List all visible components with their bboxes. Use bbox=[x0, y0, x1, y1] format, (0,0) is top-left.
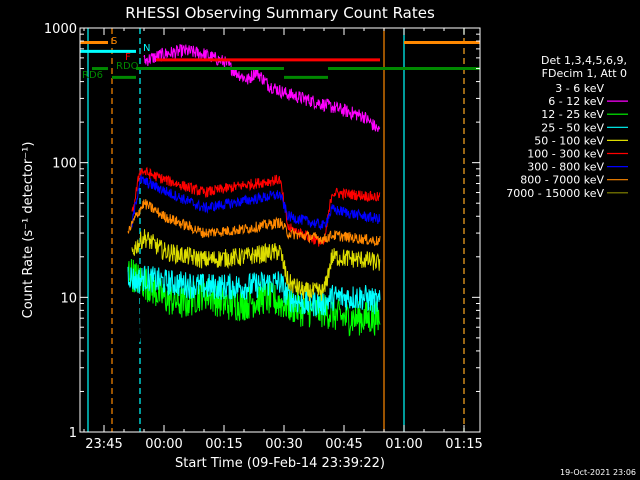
legend-entry-label-4: 50 - 100 keV bbox=[534, 134, 604, 147]
legend-entry-label-7: 800 - 7000 keV bbox=[520, 174, 604, 187]
series-line-1 bbox=[143, 43, 381, 132]
x-tick-label-4: 00:45 bbox=[325, 437, 362, 452]
legend-entry-label-6: 300 - 800 keV bbox=[527, 161, 604, 174]
series-line-6 bbox=[131, 173, 381, 230]
legend-entry-label-2: 12 - 25 keV bbox=[541, 108, 604, 121]
legend-header-1: FDecim 1, Att 0 bbox=[542, 67, 627, 80]
flag-label-rdo: RDO bbox=[116, 61, 139, 72]
y-tick-label-0: 1 bbox=[69, 426, 77, 441]
x-tick-label-1: 00:00 bbox=[145, 437, 182, 452]
flag-label-f: F bbox=[125, 52, 131, 63]
x-tick-label-5: 01:00 bbox=[385, 437, 422, 452]
series-line-7 bbox=[127, 199, 381, 247]
legend-entry-label-0: 3 - 6 keV bbox=[555, 82, 604, 95]
series-line-0 bbox=[131, 81, 381, 342]
flag-label-rd6: RD6 bbox=[82, 70, 103, 81]
flag-label-n: N bbox=[143, 43, 150, 54]
axes: 23:45 00:00 00:15 00:30 00:45 01:00 01:15 1 10 10… bbox=[44, 22, 483, 452]
flag-label-s: S bbox=[111, 36, 117, 47]
chart-title: RHESSI Observing Summary Count Rates bbox=[125, 4, 435, 22]
y-axis-label: Count Rate (s⁻¹ detector⁻¹) bbox=[21, 142, 36, 319]
series-line-4 bbox=[131, 229, 381, 302]
plot-frame bbox=[79, 27, 481, 433]
y-tick-label-1: 10 bbox=[60, 291, 77, 306]
x-tick-label-6: 01:15 bbox=[445, 437, 482, 452]
x-tick-label-0: 23:45 bbox=[85, 437, 122, 452]
legend-entry-label-3: 25 - 50 keV bbox=[541, 121, 604, 134]
legend-header-0: Det 1,3,4,5,6,9, bbox=[541, 54, 627, 67]
series-line-3 bbox=[127, 265, 381, 317]
legend-entry-label-1: 6 - 12 keV bbox=[548, 95, 604, 108]
series-line-2 bbox=[127, 258, 381, 337]
y-tick-label-3: 1000 bbox=[44, 22, 77, 37]
legend: Det 1,3,4,5,6,9,FDecim 1, Att 0 3 - 6 keV… bbox=[506, 54, 628, 200]
series-line-5 bbox=[131, 166, 381, 247]
footer-timestamp: 19-Oct-2021 23:06 bbox=[560, 468, 636, 477]
legend-entry-label-5: 100 - 300 keV bbox=[527, 148, 604, 161]
x-tick-label-2: 00:15 bbox=[205, 437, 242, 452]
x-axis-label: Start Time (09-Feb-14 23:39:22) bbox=[175, 456, 385, 471]
x-tick-label-3: 00:30 bbox=[265, 437, 302, 452]
y-tick-label-2: 100 bbox=[52, 157, 77, 172]
legend-entry-label-8: 7000 - 15000 keV bbox=[506, 187, 604, 200]
